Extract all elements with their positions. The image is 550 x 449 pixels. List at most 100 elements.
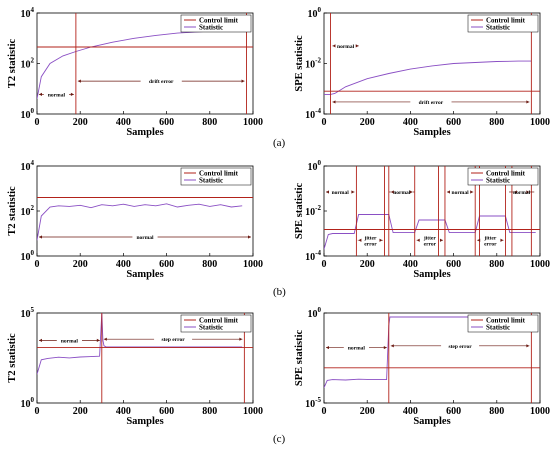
x-tick-label: 0 — [322, 259, 327, 270]
x-tick-label: 200 — [360, 406, 375, 417]
arrow-head — [355, 44, 359, 48]
legend-label-control: Control limit — [486, 17, 526, 25]
annotation-label: normal — [337, 44, 355, 50]
x-tick-label: 0 — [322, 406, 327, 417]
annotation-label: normal — [452, 190, 470, 196]
legend-box — [467, 14, 539, 33]
panel-label-a: (a) — [273, 137, 286, 149]
x-tick-label: 1000 — [243, 259, 263, 270]
legend-label-control: Control limit — [199, 17, 239, 25]
x-tick-label: 600 — [446, 117, 461, 128]
annotation-label: jitter — [423, 235, 436, 241]
legend-label-statistic: Statistic — [199, 177, 223, 185]
y-tick-label: 102 — [21, 57, 35, 71]
arrow-head — [326, 345, 329, 350]
x-tick-label: 400 — [116, 117, 131, 128]
x-tick-label: 800 — [489, 117, 504, 128]
y-axis-label: SPE statistic — [294, 35, 305, 92]
x-tick-label: 600 — [446, 406, 461, 417]
y-axis-label: SPE statistic — [294, 183, 305, 240]
x-tick-label: 800 — [202, 117, 217, 128]
arrow-head — [351, 190, 355, 194]
annotation-label: normal — [136, 235, 154, 241]
arrow-head — [70, 92, 74, 96]
x-tick-label: 1000 — [243, 117, 263, 128]
statistic-line — [37, 313, 243, 375]
x-tick-label: 1000 — [530, 259, 550, 270]
arrow-head — [390, 190, 394, 194]
chart-panel-6: normal step error 0 200 400 600 800 1000 10-5 100… — [294, 306, 550, 427]
x-tick-label: 1000 — [530, 117, 550, 128]
legend-label-statistic: Statistic — [486, 324, 510, 332]
x-axis-label: Samples — [413, 269, 450, 280]
y-tick-label: 102 — [21, 204, 35, 218]
arrow-head — [326, 190, 329, 194]
legend-box — [180, 167, 252, 186]
arrow-head — [526, 344, 530, 348]
x-tick-label: 400 — [116, 259, 131, 270]
annotation-label: drift error — [419, 100, 444, 106]
annotation-label: normal — [332, 190, 350, 196]
arrow-head — [500, 238, 504, 242]
panel-label-c: (c) — [273, 433, 286, 445]
x-tick-label: 0 — [35, 406, 40, 417]
arrow-head — [248, 235, 251, 239]
x-tick-label: 600 — [446, 259, 461, 270]
annotation-label: normal — [48, 92, 66, 98]
y-axis-label: T2 statistic — [7, 186, 18, 236]
legend-label-control: Control limit — [486, 317, 526, 325]
x-axis-label: Samples — [126, 127, 163, 138]
y-tick-label: 100 — [21, 249, 35, 263]
legend-label-control: Control limit — [486, 170, 526, 178]
arrow-head — [477, 238, 481, 242]
annotation-label: normal — [348, 346, 366, 352]
x-tick-label: 200 — [73, 117, 88, 128]
y-tick-label: 10-2 — [305, 57, 321, 71]
arrow-head — [77, 79, 81, 83]
arrow-head — [358, 238, 362, 242]
x-tick-label: 600 — [159, 259, 174, 270]
annotation-label: jitter — [363, 235, 376, 241]
arrow-head — [446, 190, 450, 194]
plot-area — [37, 197, 253, 241]
x-tick-label: 800 — [489, 406, 504, 417]
arrow-head — [39, 92, 42, 96]
y-axis-label: T2 statistic — [7, 333, 18, 383]
x-axis-label: Samples — [126, 416, 163, 427]
plot-area — [37, 313, 253, 403]
y-tick-label: 10-2 — [305, 204, 321, 218]
legend-label-statistic: Statistic — [199, 324, 223, 332]
legend-box — [467, 314, 539, 333]
chart-panel-2: normal drift error 0 200 400 600 800 1000 10-4 10… — [294, 6, 550, 138]
x-tick-label: 200 — [360, 117, 375, 128]
arrow-head — [383, 345, 387, 350]
arrow-head — [409, 190, 413, 194]
annotation-label: normal — [513, 190, 531, 196]
x-tick-label: 400 — [403, 117, 418, 128]
x-tick-label: 200 — [73, 259, 88, 270]
annotation-label: normal — [61, 338, 79, 344]
annotation-label: error — [484, 241, 497, 247]
statistic-line — [324, 60, 532, 95]
chart-panel-5: normal step error 0 200 400 600 800 1000 100 105 S… — [7, 306, 263, 427]
x-tick-label: 600 — [159, 406, 174, 417]
y-tick-label: 10-4 — [305, 107, 321, 121]
x-tick-label: 0 — [35, 259, 40, 270]
chart-panel-3: normal 0 200 400 600 800 1000 100 102 104 Samples T… — [7, 159, 263, 280]
annotation-label: step error — [161, 337, 185, 343]
arrow-head — [39, 235, 42, 239]
x-tick-label: 200 — [360, 259, 375, 270]
annotation-label: drift error — [149, 79, 174, 85]
y-tick-label: 100 — [308, 6, 322, 20]
x-tick-label: 1000 — [530, 406, 550, 417]
x-axis-label: Samples — [413, 127, 450, 138]
arrow-head — [470, 190, 474, 194]
x-axis-label: Samples — [413, 416, 450, 427]
y-tick-label: 100 — [308, 306, 322, 320]
x-tick-label: 600 — [159, 117, 174, 128]
x-tick-label: 800 — [202, 406, 217, 417]
